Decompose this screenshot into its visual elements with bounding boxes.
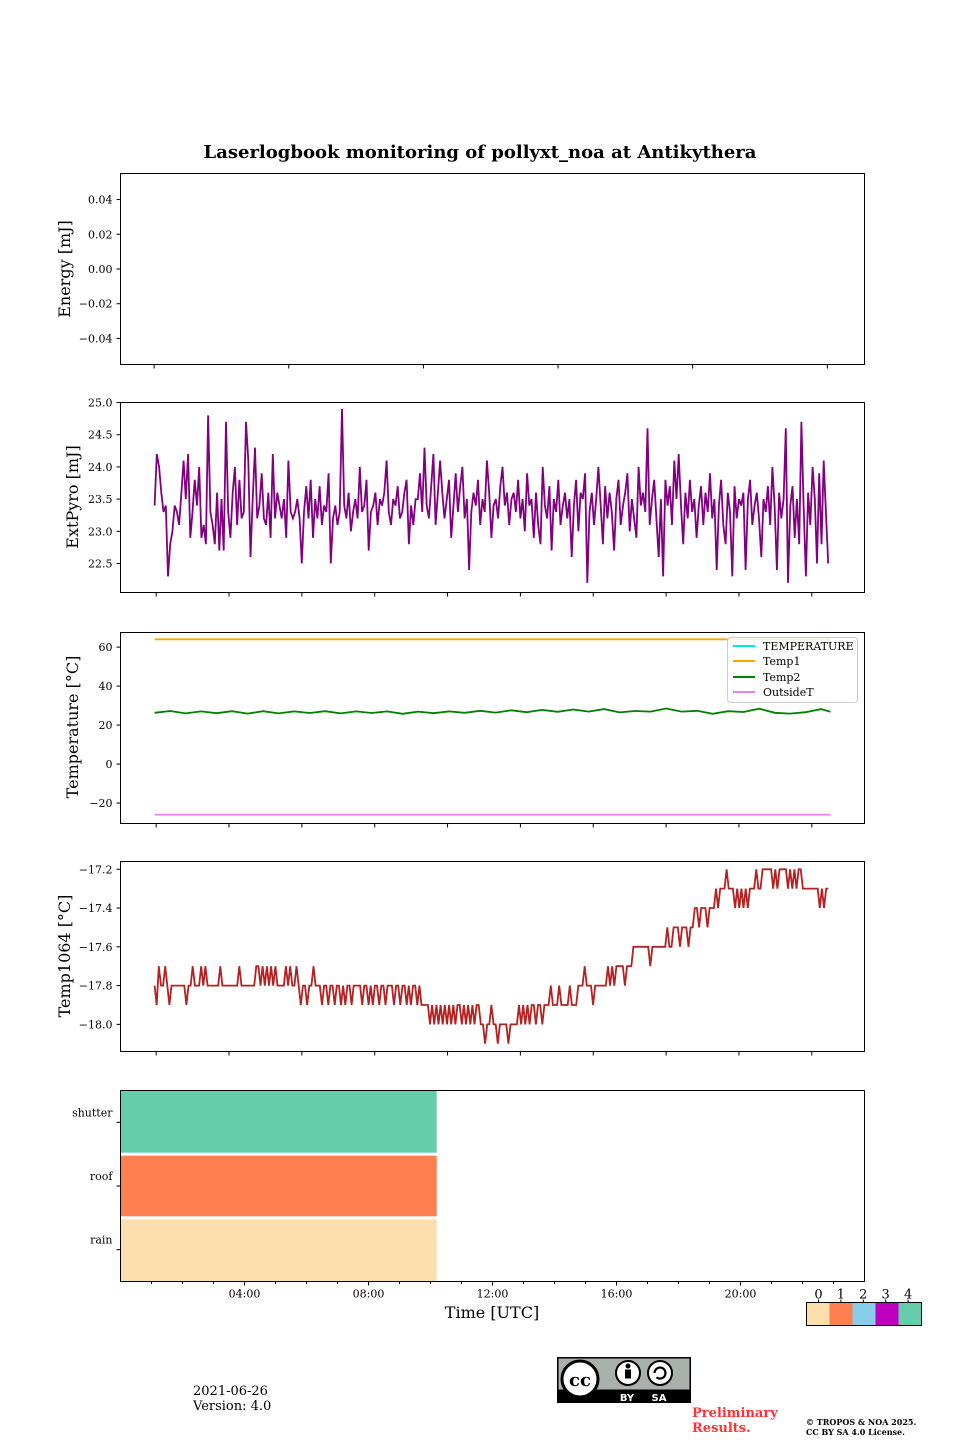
- energy-y-tick-label: −0.04: [79, 332, 113, 345]
- temperature-y-tick-label: −20: [89, 797, 112, 810]
- temperature-y-tick-label: 60: [99, 641, 113, 654]
- colorbar-cell-0: [806, 1302, 830, 1326]
- status-row-label-roof: roof: [90, 1170, 114, 1183]
- colorbar-cell-1: [829, 1302, 853, 1326]
- temp1064-y-tick-label: −17.6: [79, 941, 113, 954]
- temp2-series-line: [154, 707, 831, 715]
- status-row-label-rain: rain: [90, 1234, 112, 1247]
- extpyro-y-tick-label: 23.5: [88, 493, 113, 506]
- colorbar-label: 0: [814, 1288, 822, 1303]
- status-row-labels: shutter roof rain: [72, 1106, 121, 1251]
- energy-x-ticks: [153, 364, 828, 369]
- copyright-line-2: CC BY SA 4.0 License.: [806, 1427, 905, 1437]
- energy-y-tick-label: 0.00: [88, 263, 113, 276]
- chart-title: Laserlogbook monitoring of pollyxt_noa a…: [204, 142, 757, 163]
- legend-box: [727, 637, 858, 703]
- footer-date: 2021-06-26: [193, 1384, 268, 1399]
- temperature-legend: TEMPERATURE Temp1 Temp2 OutsideT: [727, 637, 858, 703]
- colorbar-label: 1: [837, 1288, 845, 1303]
- legend-label-temp1: Temp1: [763, 655, 800, 668]
- energy-y-tick-label: −0.02: [79, 298, 113, 311]
- time-x-axis-label: Time [UTC]: [445, 1303, 539, 1322]
- status-bar-shutter: [120, 1090, 437, 1153]
- colorbar-label: 2: [859, 1288, 867, 1303]
- temp1064-y-tick-label: −18.0: [79, 1018, 113, 1031]
- temp1064-y-tick-label: −17.2: [79, 863, 113, 876]
- temp1064-y-axis-label: Temp1064 [°C]: [55, 895, 74, 1018]
- extpyro-y-axis-label: ExtPyro [mJ]: [63, 445, 82, 548]
- cc-circle-icon: [560, 1359, 600, 1399]
- temp1064-y-tick-label: −17.8: [79, 980, 113, 993]
- temperature-y-axis-label: Temperature [°C]: [63, 656, 82, 799]
- extpyro-y-tick-label: 22.5: [88, 558, 113, 571]
- footer-version: Version: 4.0: [193, 1399, 272, 1414]
- colorbar-cell-2: [852, 1302, 876, 1326]
- status-bar-rain: [120, 1219, 437, 1282]
- temperature-y-tick-label: 20: [99, 719, 113, 732]
- energy-axes-frame: [120, 173, 865, 365]
- extpyro-y-tick-label: 23.0: [88, 525, 113, 538]
- extpyro-axes-frame: [120, 402, 865, 593]
- extpyro-y-tick-label: 24.0: [88, 461, 113, 474]
- energy-y-tick-label: 0.04: [88, 194, 113, 207]
- cc-label-sa: SA: [652, 1393, 667, 1404]
- time-tick-label: 16:00: [601, 1288, 633, 1301]
- extpyro-panel: 22.5 23.0 23.5 24.0 24.5 25.0 ExtPyro [mJ]: [63, 397, 865, 597]
- time-x-ticks: 04:00 08:00 12:00 16:00 20:00: [151, 1281, 834, 1301]
- temp1064-axes-frame: [120, 861, 865, 1052]
- legend-label-outsidet: OutsideT: [763, 686, 814, 699]
- status-row-label-shutter: shutter: [72, 1106, 113, 1119]
- status-bars: [120, 1090, 437, 1282]
- extpyro-y-ticks: 22.5 23.0 23.5 24.0 24.5 25.0: [88, 397, 121, 571]
- energy-y-tick-label: 0.02: [88, 228, 113, 241]
- cc-glyph-icon: cc: [569, 1370, 591, 1391]
- temp1064-series-line: [153, 868, 829, 1044]
- energy-panel: 0.04 0.02 0.00 −0.02 −0.04 Energy [mJ]: [55, 173, 865, 369]
- copyright-line-1: © TROPOS & NOA 2025.: [806, 1417, 917, 1427]
- temperature-y-tick-label: 0: [106, 758, 113, 771]
- temp1064-y-tick-label: −17.4: [79, 902, 113, 915]
- colorbar-label: 4: [904, 1288, 912, 1303]
- colorbar-label: 3: [882, 1288, 890, 1303]
- extpyro-y-tick-label: 25.0: [88, 397, 113, 410]
- time-tick-label: 08:00: [353, 1288, 385, 1301]
- by-person-body: [625, 1369, 631, 1379]
- temp1064-panel: −17.2 −17.4 −17.6 −17.8 −18.0 Temp1064 [°C]: [55, 861, 865, 1056]
- colorbar-cell-4: [898, 1302, 922, 1326]
- extpyro-series-line: [153, 408, 830, 583]
- colorbar-frame: [806, 1302, 922, 1326]
- extpyro-x-ticks: [155, 592, 813, 597]
- by-person-head: [625, 1363, 631, 1369]
- extpyro-y-tick-label: 24.5: [88, 429, 113, 442]
- sa-share-icon: [647, 1360, 673, 1386]
- status-bar-roof: [120, 1155, 437, 1217]
- temperature-x-ticks: [155, 823, 813, 828]
- footer-date-version: 2021-06-26 Version: 4.0: [193, 1384, 271, 1414]
- temp1064-y-ticks: −17.2 −17.4 −17.6 −17.8 −18.0: [79, 863, 121, 1031]
- legend-label-temperature: TEMPERATURE: [763, 640, 854, 653]
- cc-label-by: BY: [620, 1393, 635, 1404]
- colorbar-cell-3: [875, 1302, 899, 1326]
- temp1064-x-ticks: [155, 1051, 813, 1056]
- energy-y-axis-label: Energy [mJ]: [55, 220, 74, 318]
- copyright-note: © TROPOS & NOA 2025. CC BY SA 4.0 Licens…: [806, 1417, 916, 1437]
- status-panel: shutter roof rain 04:00 08:00 12:00 16:00 20:0…: [72, 1090, 865, 1322]
- time-tick-label: 12:00: [477, 1288, 509, 1301]
- energy-y-ticks: 0.04 0.02 0.00 −0.02 −0.04: [79, 194, 121, 345]
- preliminary-results-note: Preliminary Results.: [692, 1406, 778, 1436]
- temperature-y-ticks: 60 40 20 0 −20: [89, 641, 121, 810]
- temperature-axes-frame: [120, 632, 865, 824]
- time-tick-label: 04:00: [229, 1288, 261, 1301]
- temperature-y-tick-label: 40: [99, 680, 113, 693]
- sa-arrow-icon: [653, 1366, 667, 1380]
- temperature-panel: 60 40 20 0 −20 TEMPERATURE Temp1 Temp2 Outsi…: [63, 632, 865, 828]
- time-tick-label: 20:00: [725, 1288, 757, 1301]
- cc-license-badge: cc BY SA: [557, 1357, 691, 1404]
- legend-label-temp2: Temp2: [763, 671, 800, 684]
